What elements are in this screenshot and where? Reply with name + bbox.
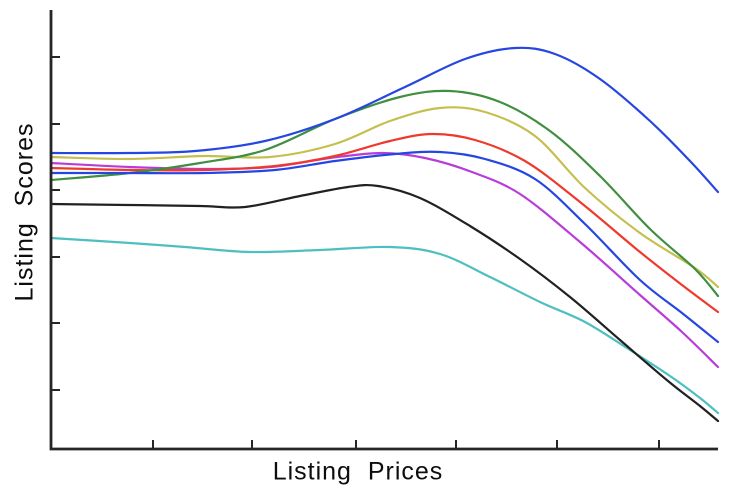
series-blue-upper [49, 46, 720, 194]
series-magenta [49, 151, 720, 369]
axes-spine [49, 10, 718, 451]
series-red [49, 132, 720, 314]
x-axis-label: Listing Prices [272, 457, 444, 486]
series-teal [49, 236, 720, 415]
series-green [49, 89, 720, 298]
series-dark-yellow [49, 106, 720, 289]
series-black [49, 183, 720, 423]
series-blue-lower [49, 150, 720, 344]
y-axis-label: Listing Scores [10, 122, 39, 302]
